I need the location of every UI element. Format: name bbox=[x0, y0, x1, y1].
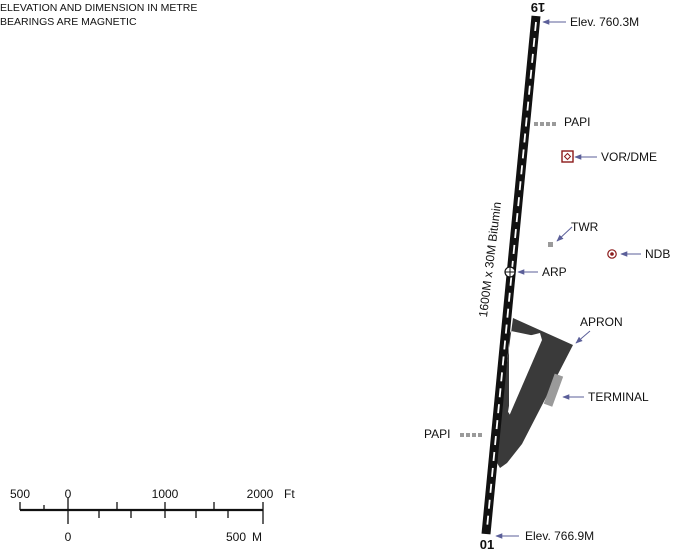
terminal-building bbox=[543, 373, 564, 407]
note-bearings: BEARINGS ARE MAGNETIC bbox=[0, 16, 137, 28]
scale-ft-label-0: 0 bbox=[65, 487, 72, 501]
papi-north-lights bbox=[534, 122, 556, 126]
scale-m-label-500: 500 bbox=[226, 530, 246, 544]
scale-m-unit: M bbox=[252, 530, 262, 544]
papi-north-label: PAPI bbox=[564, 115, 590, 129]
ndb-icon bbox=[607, 249, 617, 259]
north-elevation-label: Elev. 760.3M bbox=[570, 15, 639, 29]
south-elevation-label: Elev. 766.9M bbox=[525, 529, 594, 543]
vor-dme-icon bbox=[561, 150, 574, 163]
scale-ft-label-500: 500 bbox=[10, 487, 30, 501]
apron-inner-cutout bbox=[508, 333, 542, 414]
runway-01-designator: 01 bbox=[480, 537, 494, 552]
scale-ft-label-1000: 1000 bbox=[152, 487, 179, 501]
scale-ft-label-2000: 2000 bbox=[247, 487, 274, 501]
tower-label: TWR bbox=[571, 220, 599, 234]
tower-arrow bbox=[556, 226, 573, 242]
scale-m-label-0: 0 bbox=[65, 530, 72, 544]
runway-dimension-label: 1600M x 30M Bitumin bbox=[476, 201, 504, 318]
vor-dme-label: VOR/DME bbox=[601, 150, 657, 164]
apron-arrow bbox=[575, 330, 591, 344]
arp-label: ARP bbox=[542, 265, 567, 279]
runway-centreline bbox=[486, 21, 537, 529]
arp-icon bbox=[504, 266, 516, 278]
runway-19-designator: 19 bbox=[531, 0, 545, 15]
papi-south-lights bbox=[460, 433, 482, 437]
papi-south-label: PAPI bbox=[424, 427, 450, 441]
tower-icon bbox=[548, 242, 553, 247]
scale-bar bbox=[19, 498, 264, 524]
terminal-label: TERMINAL bbox=[588, 390, 649, 404]
apron-label: APRON bbox=[580, 315, 623, 329]
scale-ft-unit: Ft bbox=[284, 487, 295, 501]
apron-area bbox=[493, 318, 573, 468]
note-elevation-units: ELEVATION AND DIMENSION IN METRE bbox=[0, 2, 197, 14]
ndb-label: NDB bbox=[645, 247, 670, 261]
